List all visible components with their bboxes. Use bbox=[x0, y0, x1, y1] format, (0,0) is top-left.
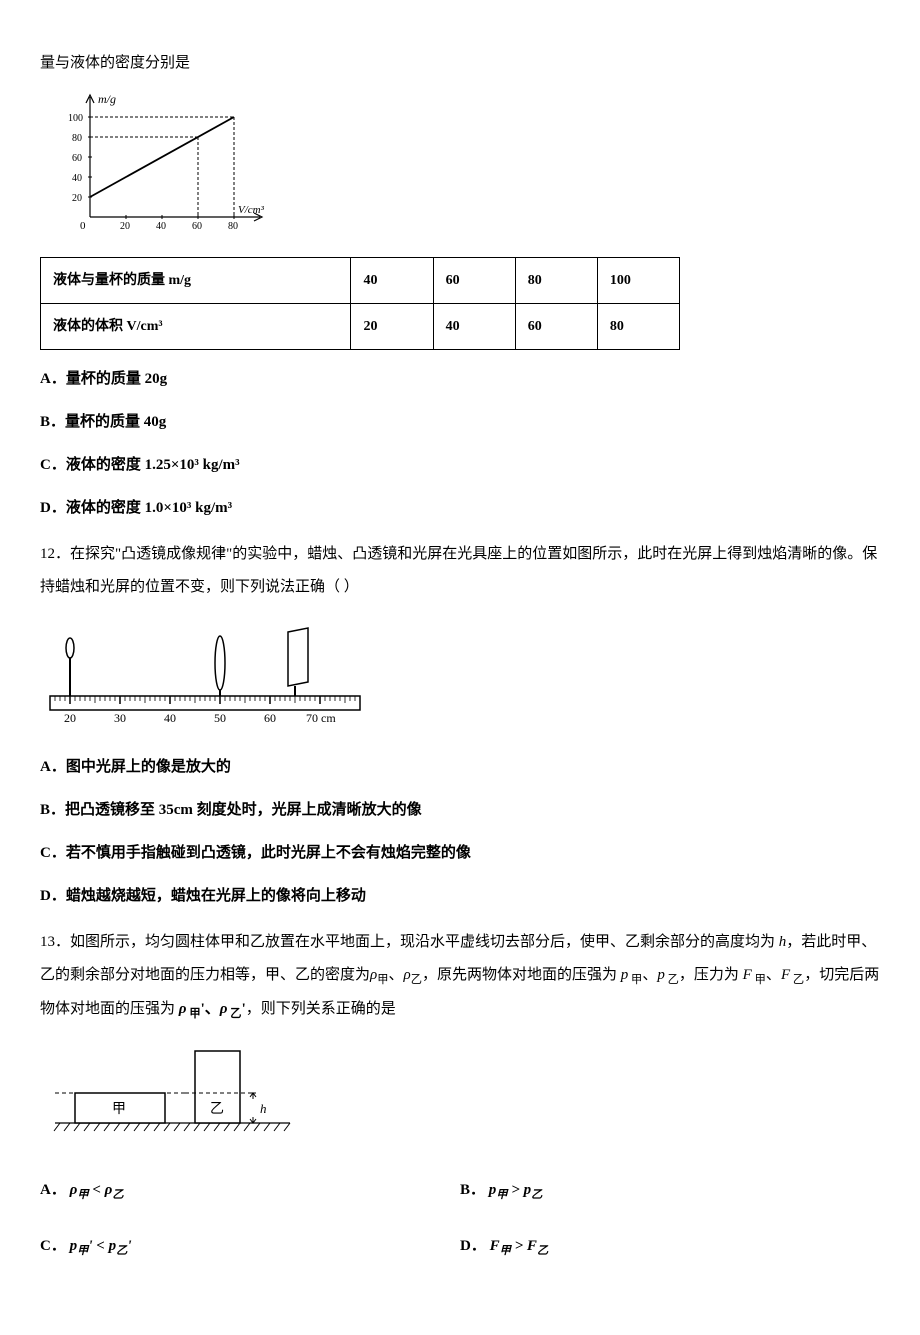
text-part: 13．如图所示，均匀圆柱体甲和乙放置在水平地面上，现沿水平虚线切去部分后，使甲、… bbox=[40, 934, 779, 950]
q12-diagram: 20 30 40 50 60 70 cm bbox=[40, 618, 880, 738]
svg-text:40: 40 bbox=[72, 173, 82, 184]
opt-expr: F甲 > F乙 bbox=[490, 1238, 549, 1254]
prime: '、 bbox=[201, 1001, 220, 1017]
table-row1-label: 液体与量杯的质量 m/g bbox=[41, 258, 351, 304]
text-part: ，则下列关系正确的是 bbox=[246, 1001, 396, 1017]
option-a: A．量杯的质量 20g bbox=[40, 366, 880, 393]
text-part: ，原先两物体对地面的压强为 bbox=[422, 967, 621, 983]
svg-text:甲: 甲 bbox=[112, 1102, 126, 1117]
var-p: p bbox=[657, 967, 665, 983]
text-part: ，压力为 bbox=[679, 967, 743, 983]
var-rho: ρ bbox=[179, 1001, 187, 1017]
sub: 乙 bbox=[411, 974, 422, 986]
opt-expr: ρ甲 < ρ乙 bbox=[70, 1182, 124, 1198]
opt-prefix: A． bbox=[40, 1182, 66, 1198]
svg-text:m/g: m/g bbox=[98, 92, 116, 106]
table-cell: 20 bbox=[351, 304, 433, 350]
punct: 、 bbox=[766, 967, 781, 983]
svg-text:h: h bbox=[260, 1101, 267, 1116]
q13-options: A． ρ甲 < ρ乙 B． p甲 > p乙 C． p甲' < p乙' D． F甲… bbox=[40, 1163, 880, 1276]
sub: 乙 bbox=[665, 974, 679, 986]
svg-text:20: 20 bbox=[72, 193, 82, 204]
opt-prefix: B． bbox=[460, 1182, 485, 1198]
svg-text:80: 80 bbox=[72, 133, 82, 144]
option-d: D．液体的密度 1.0×10³ kg/m³ bbox=[40, 495, 880, 522]
sub: 乙 bbox=[227, 1008, 241, 1020]
svg-text:100: 100 bbox=[68, 113, 83, 124]
label-text: 液体的体积 V/cm³ bbox=[53, 319, 163, 334]
q12-options: A．图中光屏上的像是放大的 B．把凸透镜移至 35cm 刻度处时，光屏上成清晰放… bbox=[40, 754, 880, 910]
option-a: A．图中光屏上的像是放大的 bbox=[40, 754, 880, 781]
sub: 甲 bbox=[628, 974, 642, 986]
punct: 、 bbox=[642, 967, 657, 983]
sub: 乙 bbox=[790, 974, 804, 986]
option-a: A． ρ甲 < ρ乙 bbox=[40, 1177, 460, 1205]
q11-table: 液体与量杯的质量 m/g 40 60 80 100 液体的体积 V/cm³ 20… bbox=[40, 257, 680, 350]
table-cell: 60 bbox=[433, 258, 515, 304]
opt-expr: p甲' < p乙' bbox=[70, 1238, 132, 1254]
opt-prefix: D． bbox=[460, 1238, 486, 1254]
svg-text:80: 80 bbox=[228, 221, 238, 232]
option-c: C． p甲' < p乙' bbox=[40, 1233, 460, 1261]
table-row: 液体的体积 V/cm³ 20 40 60 80 bbox=[41, 304, 680, 350]
option-b: B．量杯的质量 40g bbox=[40, 409, 880, 436]
svg-text:60: 60 bbox=[72, 153, 82, 164]
table-cell: 100 bbox=[597, 258, 679, 304]
q11-chart: m/g V/cm³ 0 20 40 60 80 100 20 40 60 80 bbox=[40, 87, 880, 247]
screen-icon bbox=[288, 628, 308, 696]
svg-text:30: 30 bbox=[114, 711, 126, 725]
q13-text: 13．如图所示，均匀圆柱体甲和乙放置在水平地面上，现沿水平虚线切去部分后，使甲、… bbox=[40, 926, 880, 1027]
table-cell: 80 bbox=[515, 258, 597, 304]
option-b: B． p甲 > p乙 bbox=[460, 1177, 880, 1205]
candle-icon bbox=[66, 638, 74, 696]
var-rho: ρ bbox=[404, 967, 411, 983]
option-c: C．若不慎用手指触碰到凸透镜，此时光屏上不会有烛焰完整的像 bbox=[40, 840, 880, 867]
option-d: D． F甲 > F乙 bbox=[460, 1233, 880, 1261]
svg-text:40: 40 bbox=[164, 711, 176, 725]
sub: 甲 bbox=[752, 974, 766, 986]
label-text: 液体与量杯的质量 m/g bbox=[53, 273, 191, 288]
table-cell: 80 bbox=[597, 304, 679, 350]
opt-expr: p甲 > p乙 bbox=[489, 1182, 543, 1198]
svg-text:0: 0 bbox=[80, 220, 86, 232]
punct: 、 bbox=[388, 967, 403, 983]
table-cell: 60 bbox=[515, 304, 597, 350]
option-c: C．液体的密度 1.25×10³ kg/m³ bbox=[40, 452, 880, 479]
option-d: D．蜡烛越烧越短，蜡烛在光屏上的像将向上移动 bbox=[40, 883, 880, 910]
var-f: F bbox=[781, 967, 790, 983]
sub: 甲 bbox=[187, 1008, 201, 1020]
opt-prefix: C． bbox=[40, 1238, 66, 1254]
q11-intro: 量与液体的密度分别是 bbox=[40, 50, 880, 77]
svg-text:20: 20 bbox=[64, 711, 76, 725]
svg-text:70 cm: 70 cm bbox=[306, 711, 336, 725]
q11-options: A．量杯的质量 20g B．量杯的质量 40g C．液体的密度 1.25×10³… bbox=[40, 366, 880, 522]
svg-text:60: 60 bbox=[264, 711, 276, 725]
table-row: 液体与量杯的质量 m/g 40 60 80 100 bbox=[41, 258, 680, 304]
svg-text:乙: 乙 bbox=[210, 1101, 224, 1117]
svg-text:20: 20 bbox=[120, 221, 130, 232]
table-row2-label: 液体的体积 V/cm³ bbox=[41, 304, 351, 350]
table-cell: 40 bbox=[433, 304, 515, 350]
svg-text:40: 40 bbox=[156, 221, 166, 232]
lens-icon bbox=[215, 636, 225, 696]
var-f: F bbox=[743, 967, 752, 983]
svg-text:V/cm³: V/cm³ bbox=[238, 204, 265, 216]
q12-text: 12．在探究"凸透镜成像规律"的实验中，蜡烛、凸透镜和光屏在光具座上的位置如图所… bbox=[40, 538, 880, 604]
option-b: B．把凸透镜移至 35cm 刻度处时，光屏上成清晰放大的像 bbox=[40, 797, 880, 824]
sub: 甲 bbox=[377, 974, 388, 986]
svg-text:50: 50 bbox=[214, 711, 226, 725]
q13-diagram: 甲 乙 h bbox=[40, 1041, 880, 1151]
table-cell: 40 bbox=[351, 258, 433, 304]
svg-text:60: 60 bbox=[192, 221, 202, 232]
